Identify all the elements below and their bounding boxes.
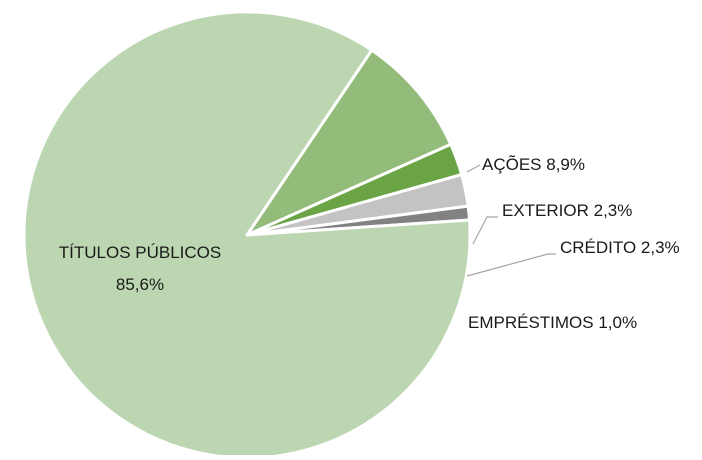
data-label-titulos-publicos-name: TÍTULOS PÚBLICOS <box>59 243 221 262</box>
leader-lines-layer <box>466 164 556 277</box>
data-label-credito: CRÉDITO 2,3% <box>560 238 680 257</box>
data-label-titulos-publicos-value: 85,6% <box>116 275 164 294</box>
pie-slice-titulos-publicos <box>22 10 472 460</box>
leader-line-exterior <box>472 216 498 245</box>
data-label-exterior: EXTERIOR 2,3% <box>502 201 632 220</box>
slices-layer <box>22 10 472 460</box>
leader-line-acoes <box>466 164 481 173</box>
data-label-acoes: AÇÕES 8,9% <box>482 155 585 174</box>
data-label-emprestimos: EMPRÉSTIMOS 1,0% <box>468 313 637 332</box>
data-labels-layer: AÇÕES 8,9% EXTERIOR 2,3% CRÉDITO 2,3% EMPRÉ… <box>59 155 680 332</box>
leader-line-credito <box>466 253 556 277</box>
pie-slice-acoes <box>245 48 453 237</box>
